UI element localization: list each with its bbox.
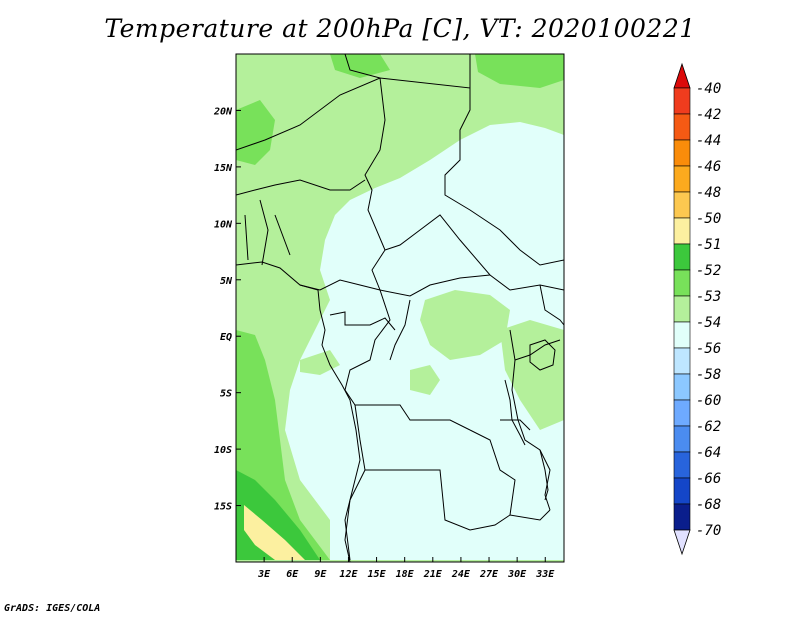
lon-tick-label: 33E <box>535 569 555 580</box>
lon-tick-label: 15E <box>368 569 387 580</box>
colorbar-label: -70 <box>696 523 721 539</box>
boundary-line <box>344 404 366 561</box>
boundary-line <box>444 88 564 266</box>
lon-tick-label: 9E <box>314 569 327 580</box>
field-pale-cyan-main <box>285 122 564 560</box>
colorbar-label: -42 <box>696 107 721 123</box>
colorbar-label: -62 <box>696 419 721 435</box>
boundary-line <box>365 469 551 531</box>
colorbar-label: -50 <box>696 211 721 227</box>
colorbar-label: -68 <box>696 497 721 513</box>
boundary-line <box>514 339 561 361</box>
map-title: Temperature at 200hPa [C], VT: 202010022… <box>104 14 696 43</box>
colorbar-label: -46 <box>696 159 721 175</box>
lat-tick-label: EQ <box>220 332 232 343</box>
boundary-line <box>236 179 366 196</box>
boundary-line <box>259 199 269 266</box>
colorbar-swatch <box>673 165 691 193</box>
colorbar-label: -44 <box>696 133 721 149</box>
boundary-line <box>364 77 386 251</box>
colorbar-swatch <box>673 295 691 323</box>
boundary-line <box>274 214 291 256</box>
boundary-line <box>539 284 564 326</box>
lake-tanganyika <box>504 379 526 446</box>
boundary-line <box>344 289 471 431</box>
colorbar-swatch <box>673 191 691 219</box>
lat-tick-label: 5N <box>220 276 233 287</box>
latitude-axis: 20N 15N 10N 5N EQ 5S 10S 15S <box>213 106 241 513</box>
colorbar-swatch <box>673 321 691 349</box>
boundary-line <box>244 214 249 261</box>
colorbar-label: -64 <box>696 445 721 461</box>
boundary-line <box>469 429 516 516</box>
colorbar-label: -58 <box>696 367 721 383</box>
lon-tick-label: 30E <box>507 569 527 580</box>
field-green-patch-3 <box>500 320 564 430</box>
lat-tick-label: 10N <box>214 219 233 230</box>
colorbar-swatch <box>673 87 691 115</box>
coastline <box>236 261 361 562</box>
lat-tick-label: 10S <box>214 445 232 456</box>
boundary-line <box>389 299 411 361</box>
boundary-line <box>509 329 551 511</box>
boundary-line <box>371 249 491 297</box>
lat-tick-label: 20N <box>213 106 233 117</box>
colorbar: -40 -42 -44 -46 -48 -50 -51 -52 -53 -54 -56 -58 -60 -… <box>673 62 721 556</box>
lat-tick-label: 15N <box>214 163 233 174</box>
lat-tick-label: 15S <box>214 502 232 513</box>
colorbar-label: -40 <box>696 81 721 97</box>
field-pale-yellow-sw <box>244 505 305 560</box>
colorbar-label: -54 <box>696 315 721 331</box>
longitude-axis: 3E 6E 9E 12E 15E 18E 21E 24E 27E 30E 33E <box>257 557 555 580</box>
boundary-line <box>384 214 564 291</box>
colorbar-bottom-arrow <box>673 529 691 556</box>
temperature-field <box>236 54 564 562</box>
lon-tick-label: 24E <box>451 569 471 580</box>
lon-tick-label: 27E <box>479 569 499 580</box>
boundary-line <box>500 419 531 431</box>
field-mid-green-nw <box>236 100 275 165</box>
lake-victoria <box>529 339 556 371</box>
map-frame <box>235 53 565 563</box>
lon-tick-label: 12E <box>339 569 358 580</box>
country-boundaries <box>236 54 564 562</box>
lon-tick-label: 18E <box>396 569 415 580</box>
field-green-patch-2 <box>410 365 440 395</box>
colorbar-swatch <box>673 243 691 271</box>
colorbar-swatch <box>673 139 691 167</box>
colorbar-swatch <box>673 347 691 375</box>
grads-credit: GrADS: IGES/COLA <box>4 603 101 614</box>
colorbar-swatch <box>673 477 691 505</box>
colorbar-swatch <box>673 113 691 141</box>
lon-tick-label: 3E <box>257 569 271 580</box>
field-mid-green-n <box>330 54 390 78</box>
colorbar-swatch <box>673 373 691 401</box>
colorbar-label: -51 <box>696 237 721 253</box>
colorbar-swatch <box>673 217 691 245</box>
field-mid-green-ne <box>475 54 564 88</box>
colorbar-swatch <box>673 399 691 427</box>
colorbar-label: -66 <box>696 471 721 487</box>
colorbar-swatch <box>673 503 691 531</box>
colorbar-label: -48 <box>696 185 721 201</box>
colorbar-label: -56 <box>696 341 721 357</box>
colorbar-swatch <box>673 451 691 479</box>
colorbar-label: -60 <box>696 393 721 409</box>
field-green-patch-4 <box>300 350 340 375</box>
colorbar-top-arrow <box>673 62 691 89</box>
lon-tick-label: 6E <box>286 569 299 580</box>
colorbar-label: -52 <box>696 263 721 279</box>
boundary-line <box>344 54 381 79</box>
field-green-patch-1 <box>420 290 510 360</box>
colorbar-swatch <box>673 425 691 453</box>
lon-tick-label: 21E <box>423 569 443 580</box>
boundary-line <box>329 311 396 331</box>
colorbar-label: -53 <box>696 289 721 305</box>
colorbar-swatch <box>673 269 691 297</box>
lake-malawi <box>539 449 549 501</box>
lat-tick-label: 5S <box>220 389 232 400</box>
